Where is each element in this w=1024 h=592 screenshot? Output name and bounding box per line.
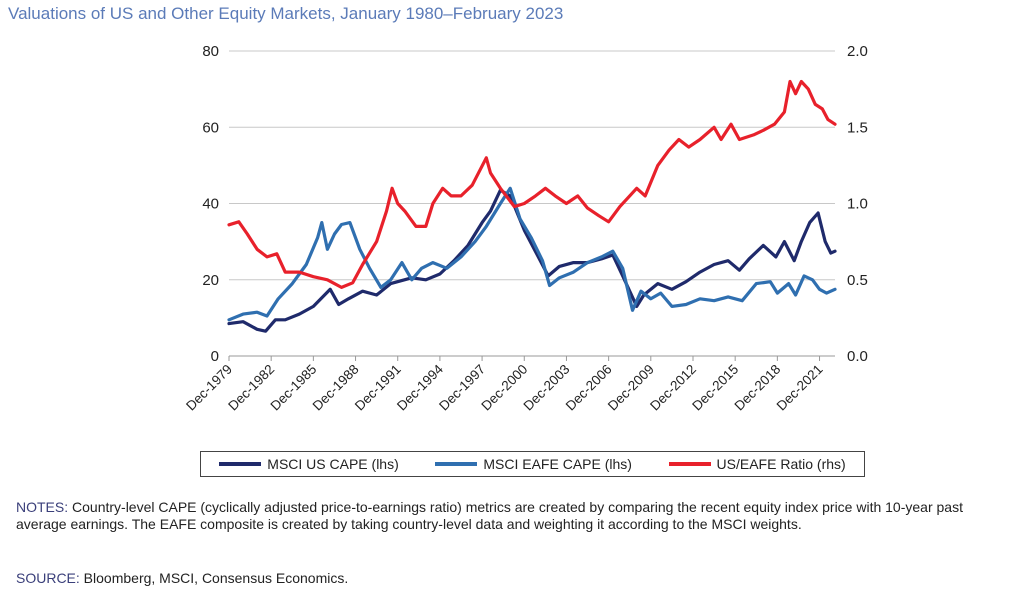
notes-text: Country-level CAPE (cyclically adjusted … (16, 499, 963, 532)
series-lines (227, 79, 837, 333)
y-axis-left: 80 60 40 20 0 (202, 43, 219, 365)
legend-item-eafe-cape: MSCI EAFE CAPE (lhs) (435, 456, 632, 472)
y-left-tick-label: 0 (211, 348, 219, 365)
legend: MSCI US CAPE (lhs) MSCI EAFE CAPE (lhs) … (200, 451, 865, 477)
y-right-tick-label: 1.5 (847, 119, 868, 136)
series-line-2 (227, 79, 837, 289)
y-right-tick-label: 0.0 (847, 348, 868, 365)
legend-swatch (219, 462, 262, 466)
legend-swatch (668, 462, 711, 466)
y-left-tick-label: 60 (202, 119, 219, 136)
y-left-tick-label: 20 (202, 272, 219, 289)
y-right-tick-label: 0.5 (847, 272, 868, 289)
chart-area: 80 60 40 20 0 2.0 1.5 1.0 0.5 0.0 Dec-1979Dec-19… (183, 43, 868, 414)
gridlines (229, 50, 835, 357)
legend-item-ratio: US/EAFE Ratio (rhs) (668, 456, 846, 472)
source-label: SOURCE: (16, 570, 80, 586)
legend-swatch (435, 462, 478, 466)
legend-item-us-cape: MSCI US CAPE (lhs) (219, 456, 399, 472)
y-right-tick-label: 1.0 (847, 196, 868, 213)
y-right-tick-label: 2.0 (847, 43, 868, 60)
legend-label: MSCI US CAPE (lhs) (267, 456, 399, 472)
y-axis-right: 2.0 1.5 1.0 0.5 0.0 (847, 43, 868, 365)
source-text: Bloomberg, MSCI, Consensus Economics. (79, 570, 349, 586)
notes-label: NOTES: (16, 499, 69, 515)
legend-label: MSCI EAFE CAPE (lhs) (483, 456, 632, 472)
y-left-tick-label: 80 (202, 43, 219, 60)
series-line-1 (227, 186, 837, 322)
y-left-tick-label: 40 (202, 196, 219, 213)
notes: NOTES: Country-level CAPE (cyclically ad… (16, 499, 1016, 533)
chart-title: Valuations of US and Other Equity Market… (8, 4, 564, 23)
x-tick-label: Dec-2021 (774, 362, 826, 414)
legend-label: US/EAFE Ratio (rhs) (716, 456, 846, 472)
x-axis: Dec-1979Dec-1982Dec-1985Dec-1988Dec-1991… (183, 355, 835, 414)
source: SOURCE: Bloomberg, MSCI, Consensus Econo… (16, 570, 348, 586)
series-line-0 (227, 188, 837, 333)
